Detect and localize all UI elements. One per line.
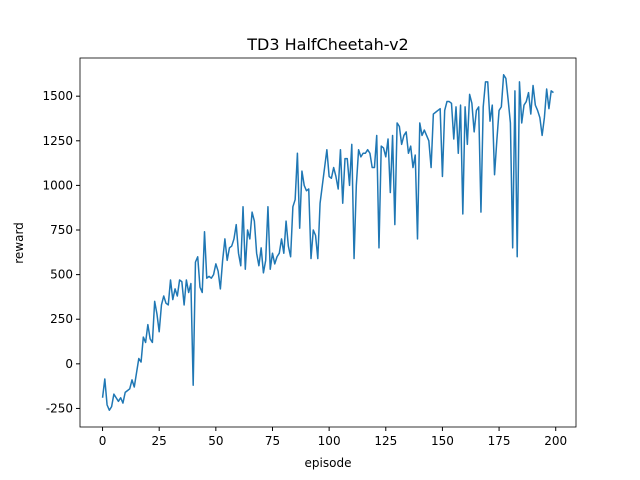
chart-title: TD3 HalfCheetah-v2 xyxy=(246,35,408,54)
y-tick-label: 1500 xyxy=(42,89,73,103)
y-tick-label: 750 xyxy=(50,223,73,237)
y-tick-label: -250 xyxy=(46,401,73,415)
y-tick-label: 0 xyxy=(65,357,73,371)
x-axis-label: episode xyxy=(305,456,352,470)
x-tick-label: 25 xyxy=(152,434,167,448)
x-tick-label: 200 xyxy=(544,434,567,448)
plot-frame xyxy=(79,57,577,428)
x-tick-label: 150 xyxy=(431,434,454,448)
x-tick-label: 50 xyxy=(208,434,223,448)
x-tick-label: 175 xyxy=(488,434,511,448)
y-tick-label: 250 xyxy=(50,312,73,326)
y-tick-label: 1250 xyxy=(42,134,73,148)
x-tick-label: 75 xyxy=(265,434,280,448)
x-tick-label: 0 xyxy=(99,434,107,448)
y-tick-label: 500 xyxy=(50,268,73,282)
y-tick-label: 1000 xyxy=(42,178,73,192)
line xyxy=(101,74,554,411)
y-axis-label: reward xyxy=(12,222,26,264)
x-tick-label: 125 xyxy=(374,434,397,448)
x-tick-label: 100 xyxy=(318,434,341,448)
